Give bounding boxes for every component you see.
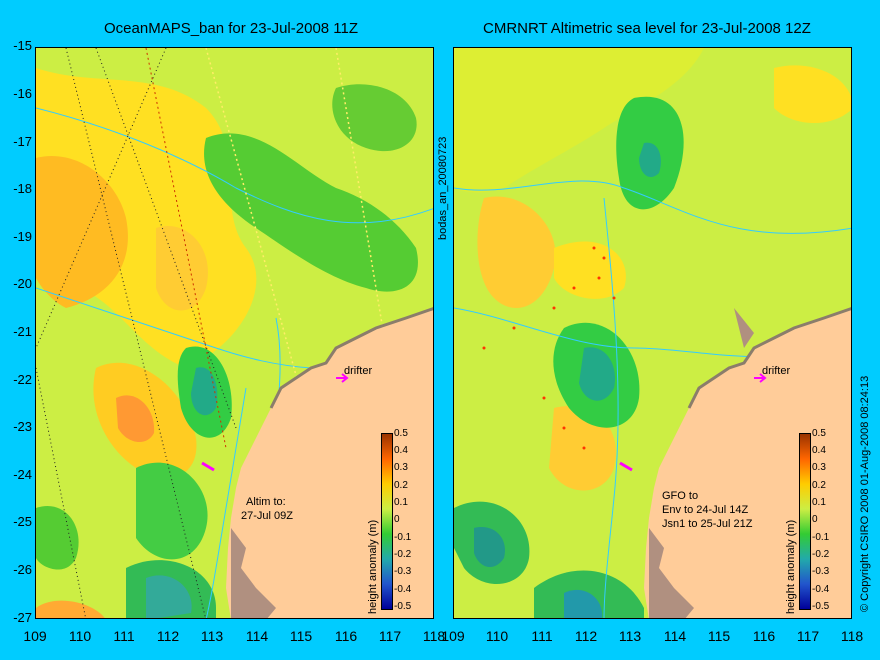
gfo-note-line2: Env to 24-Jul 14Z	[662, 504, 749, 516]
x-tick: 112	[156, 628, 180, 644]
x-tick: 109	[441, 628, 465, 644]
analysis-label: bodas_an_20080723	[437, 136, 449, 240]
altim-note-line1: Altim to:	[246, 496, 286, 508]
y-tick: -26	[13, 562, 32, 577]
x-tick: 114	[245, 628, 269, 644]
x-tick: 115	[289, 628, 313, 644]
left-map-title: OceanMAPS_ban for 23-Jul-2008 11Z	[104, 20, 359, 37]
colorbar-tick: 0.3	[394, 462, 408, 473]
colorbar-tick: -0.1	[394, 532, 412, 543]
y-tick: -19	[13, 229, 32, 244]
x-tick: 112	[574, 628, 598, 644]
y-tick: -16	[13, 86, 32, 101]
x-tick: 117	[378, 628, 402, 644]
colorbar-tick: -0.2	[812, 549, 830, 560]
colorbar-tick: -0.3	[394, 566, 412, 577]
x-tick: 113	[200, 628, 224, 644]
x-tick: 114	[663, 628, 687, 644]
colorbar-tick: 0	[812, 514, 818, 525]
left-map-panel[interactable]: drifter Altim to: 27-Jul 09Z 0.5 0.4 0.3…	[35, 47, 434, 619]
x-tick: 113	[618, 628, 642, 644]
colorbar-tick: 0.4	[394, 445, 408, 456]
y-tick: -15	[13, 38, 32, 53]
y-tick: -21	[13, 324, 32, 339]
colorbar-tick: 0.1	[394, 497, 408, 508]
drifter-label: drifter	[762, 365, 791, 377]
colorbar-tick: -0.1	[812, 532, 830, 543]
right-map-title: CMRNRT Altimetric sea level for 23-Jul-2…	[483, 20, 811, 37]
colorbar-tick: -0.2	[394, 549, 412, 560]
y-tick: -22	[13, 372, 32, 387]
x-tick: 110	[485, 628, 509, 644]
colorbar-tick: 0.1	[812, 497, 826, 508]
drifter-label: drifter	[344, 365, 373, 377]
colorbar-tick: -0.5	[812, 601, 830, 612]
colorbar-tick: -0.4	[394, 584, 412, 595]
x-tick: 116	[334, 628, 358, 644]
colorbar-title: height anomaly (m)	[367, 519, 379, 614]
x-tick: 117	[796, 628, 820, 644]
y-tick: -20	[13, 276, 32, 291]
x-tick: 111	[531, 628, 553, 644]
colorbar-gradient	[381, 433, 393, 610]
x-tick: 118	[840, 628, 864, 644]
y-tick: -25	[13, 514, 32, 529]
colorbar-title: height anomaly (m)	[785, 519, 797, 614]
x-tick: 110	[68, 628, 92, 644]
x-tick: 118	[422, 628, 446, 644]
colorbar-tick: -0.4	[812, 584, 830, 595]
colorbar-tick: 0.2	[812, 480, 826, 491]
colorbar-tick: 0.5	[812, 428, 826, 439]
x-tick: 115	[707, 628, 731, 644]
y-tick: -24	[13, 467, 32, 482]
colorbar-tick: 0.2	[394, 480, 408, 491]
y-tick: -27	[13, 610, 32, 625]
x-tick: 111	[113, 628, 135, 644]
altim-note-line2: 27-Jul 09Z	[241, 510, 293, 522]
y-tick: -17	[13, 134, 32, 149]
colorbar-gradient	[799, 433, 811, 610]
colorbar-tick: -0.5	[394, 601, 412, 612]
colorbar-tick: 0.3	[812, 462, 826, 473]
left-map-graphic	[36, 48, 433, 618]
gfo-note-line1: GFO to	[662, 490, 699, 502]
gfo-note-line3: Jsn1 to 25-Jul 21Z	[662, 518, 753, 530]
colorbar-tick: -0.3	[812, 566, 830, 577]
colorbar-tick: 0	[394, 514, 400, 525]
x-tick: 109	[23, 628, 47, 644]
y-tick: -23	[13, 419, 32, 434]
x-tick: 116	[752, 628, 776, 644]
colorbar-tick: 0.4	[812, 445, 826, 456]
right-map-panel[interactable]: drifter GFO to Env to 24-Jul 14Z Jsn1 to…	[453, 47, 852, 619]
copyright-label: © Copyright CSIRO 2008 01-Aug-2008 08:24…	[859, 375, 871, 612]
colorbar-tick: 0.5	[394, 428, 408, 439]
y-tick: -18	[13, 181, 32, 196]
